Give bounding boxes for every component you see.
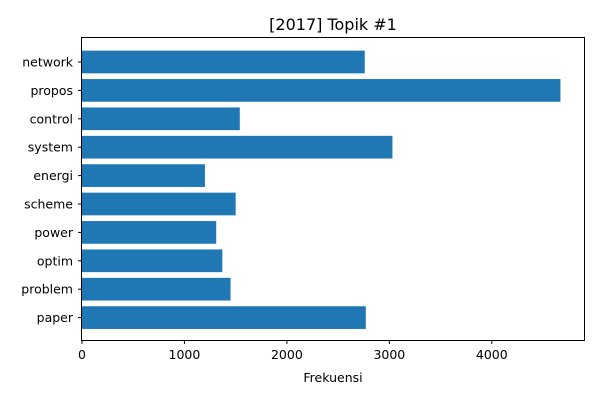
y-tick-label-optim: optim <box>37 253 73 268</box>
y-tick-label-control: control <box>30 111 73 126</box>
bar-paper <box>82 306 366 329</box>
x-tick-label-2000: 2000 <box>271 347 303 362</box>
y-tick-label-energi: energi <box>33 168 73 183</box>
bar-optim <box>82 249 223 273</box>
bar-energi <box>82 164 205 187</box>
bar-network <box>82 50 365 74</box>
bar-system <box>82 135 393 159</box>
y-tick-label-problem: problem <box>21 282 73 297</box>
y-axis-ticks: network propos control system energi scheme po… <box>21 55 82 325</box>
bar-scheme <box>82 192 236 216</box>
y-tick-label-system: system <box>28 140 73 155</box>
y-tick-label-scheme: scheme <box>24 197 73 212</box>
y-tick-label-paper: paper <box>37 310 74 325</box>
x-tick-label-1000: 1000 <box>169 347 201 362</box>
chart-title: [2017] Topik #1 <box>269 15 397 34</box>
bars-group <box>82 50 561 329</box>
bar-propos <box>82 79 561 102</box>
bar-power <box>82 221 217 244</box>
x-tick-label-0: 0 <box>78 347 86 362</box>
x-axis-label: Frekuensi <box>303 370 362 385</box>
x-axis-ticks: 0 1000 2000 3000 4000 <box>78 340 508 362</box>
bar-problem <box>82 277 231 301</box>
plot-frame <box>81 37 585 341</box>
y-tick-label-propos: propos <box>30 83 73 98</box>
x-tick-label-3000: 3000 <box>373 347 405 362</box>
y-tick-label-network: network <box>22 55 74 70</box>
bar-control <box>82 107 240 131</box>
y-tick-label-power: power <box>34 225 73 240</box>
x-tick-label-4000: 4000 <box>476 347 508 362</box>
